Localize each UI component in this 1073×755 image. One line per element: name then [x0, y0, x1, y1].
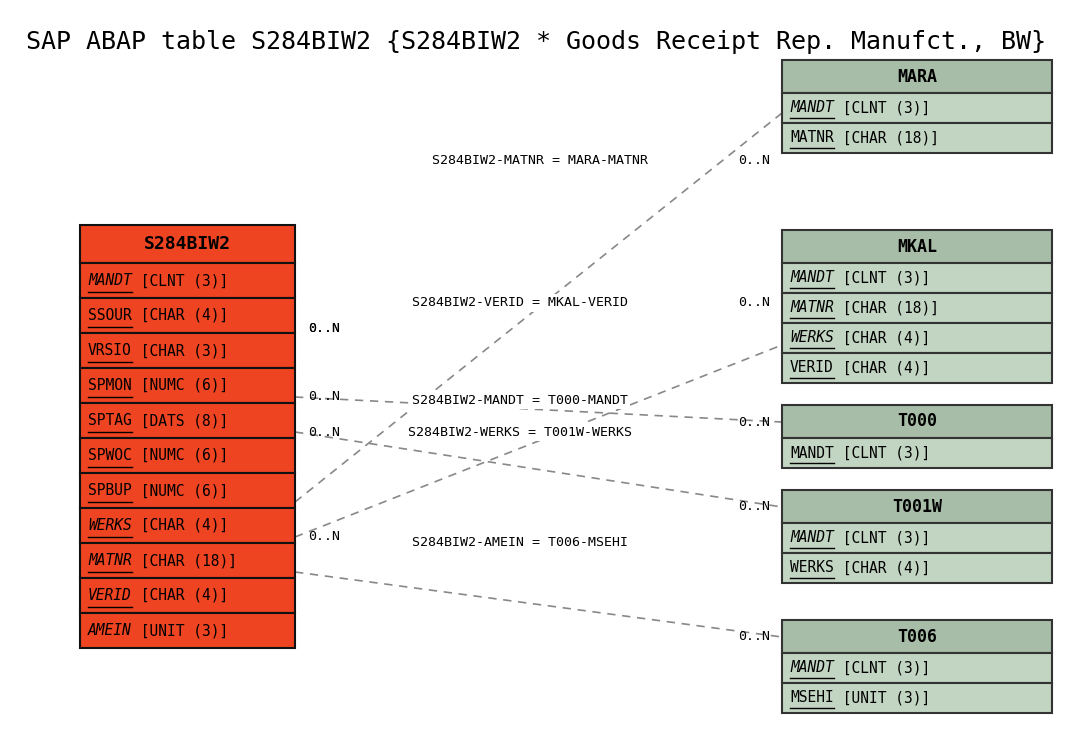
- Text: MKAL: MKAL: [897, 238, 937, 255]
- Bar: [80, 403, 295, 438]
- Text: VRSIO: VRSIO: [88, 343, 132, 358]
- Text: [UNIT (3)]: [UNIT (3)]: [132, 623, 227, 638]
- Text: T001W: T001W: [892, 498, 942, 516]
- Text: 0..N: 0..N: [738, 153, 770, 167]
- Bar: [782, 523, 1052, 553]
- Text: 0..N: 0..N: [738, 415, 770, 429]
- Text: S284BIW2-VERID = MKAL-VERID: S284BIW2-VERID = MKAL-VERID: [412, 297, 628, 310]
- Text: MANDT: MANDT: [790, 445, 834, 461]
- Bar: [782, 653, 1052, 683]
- Text: WERKS: WERKS: [790, 331, 834, 346]
- Bar: [782, 353, 1052, 383]
- Text: MSEHI: MSEHI: [790, 691, 834, 705]
- Text: MANDT: MANDT: [790, 531, 834, 546]
- Text: VERID: VERID: [88, 588, 132, 603]
- Text: MATNR: MATNR: [790, 300, 834, 316]
- Bar: [80, 298, 295, 333]
- Text: WERKS: WERKS: [790, 560, 834, 575]
- Text: MANDT: MANDT: [790, 661, 834, 676]
- Text: 0..N: 0..N: [308, 531, 340, 544]
- Text: S284BIW2-MATNR = MARA-MATNR: S284BIW2-MATNR = MARA-MATNR: [432, 153, 648, 167]
- Bar: [782, 405, 1052, 438]
- Text: 0..N: 0..N: [308, 390, 340, 403]
- Text: SPTAG: SPTAG: [88, 413, 132, 428]
- Text: SPBUP: SPBUP: [88, 483, 132, 498]
- Text: WERKS: WERKS: [88, 518, 132, 533]
- Text: [CHAR (4)]: [CHAR (4)]: [834, 331, 930, 346]
- Text: [CHAR (4)]: [CHAR (4)]: [132, 518, 227, 533]
- Text: [CLNT (3)]: [CLNT (3)]: [834, 661, 930, 676]
- Text: [NUMC (6)]: [NUMC (6)]: [132, 378, 227, 393]
- Text: [CHAR (18)]: [CHAR (18)]: [834, 300, 939, 316]
- Text: S284BIW2-MANDT = T000-MANDT: S284BIW2-MANDT = T000-MANDT: [412, 393, 628, 406]
- Bar: [80, 438, 295, 473]
- Text: SAP ABAP table S284BIW2 {S284BIW2 * Goods Receipt Rep. Manufct., BW}: SAP ABAP table S284BIW2 {S284BIW2 * Good…: [27, 30, 1046, 54]
- Bar: [782, 438, 1052, 468]
- Bar: [80, 263, 295, 298]
- Text: [CLNT (3)]: [CLNT (3)]: [834, 531, 930, 546]
- Bar: [782, 323, 1052, 353]
- Bar: [80, 613, 295, 648]
- Text: MATNR: MATNR: [790, 131, 834, 146]
- Bar: [782, 683, 1052, 713]
- Bar: [782, 553, 1052, 583]
- Text: [DATS (8)]: [DATS (8)]: [132, 413, 227, 428]
- Text: MARA: MARA: [897, 67, 937, 85]
- Text: VERID: VERID: [790, 360, 834, 375]
- Text: MANDT: MANDT: [790, 100, 834, 116]
- Text: T006: T006: [897, 627, 937, 646]
- Text: [CHAR (4)]: [CHAR (4)]: [834, 560, 930, 575]
- Text: [CHAR (3)]: [CHAR (3)]: [132, 343, 227, 358]
- Bar: [80, 225, 295, 263]
- Text: MATNR: MATNR: [88, 553, 132, 568]
- Bar: [782, 490, 1052, 523]
- Text: [CHAR (18)]: [CHAR (18)]: [834, 131, 939, 146]
- Text: [CLNT (3)]: [CLNT (3)]: [834, 270, 930, 285]
- Bar: [80, 333, 295, 368]
- Text: [CLNT (3)]: [CLNT (3)]: [132, 273, 227, 288]
- Bar: [80, 473, 295, 508]
- Bar: [80, 508, 295, 543]
- Bar: [782, 60, 1052, 93]
- Text: T000: T000: [897, 412, 937, 430]
- Bar: [80, 368, 295, 403]
- Bar: [782, 620, 1052, 653]
- Text: 0..N: 0..N: [738, 630, 770, 643]
- Bar: [782, 230, 1052, 263]
- Text: [CHAR (4)]: [CHAR (4)]: [132, 308, 227, 323]
- Text: [CLNT (3)]: [CLNT (3)]: [834, 100, 930, 116]
- Text: 0..N: 0..N: [308, 426, 340, 439]
- Bar: [782, 123, 1052, 153]
- Text: 0..N: 0..N: [308, 322, 340, 334]
- Text: 0..N: 0..N: [738, 297, 770, 310]
- Bar: [782, 93, 1052, 123]
- Text: 0..N: 0..N: [738, 501, 770, 513]
- Text: S284BIW2-WERKS = T001W-WERKS: S284BIW2-WERKS = T001W-WERKS: [408, 426, 632, 439]
- Text: SPMON: SPMON: [88, 378, 132, 393]
- Text: MANDT: MANDT: [88, 273, 132, 288]
- Text: [CHAR (18)]: [CHAR (18)]: [132, 553, 237, 568]
- Text: 0..N: 0..N: [308, 322, 340, 334]
- Text: [UNIT (3)]: [UNIT (3)]: [834, 691, 930, 705]
- Text: [NUMC (6)]: [NUMC (6)]: [132, 448, 227, 463]
- Text: [CHAR (4)]: [CHAR (4)]: [834, 360, 930, 375]
- Text: S284BIW2: S284BIW2: [144, 235, 231, 253]
- Bar: [782, 263, 1052, 293]
- Text: [NUMC (6)]: [NUMC (6)]: [132, 483, 227, 498]
- Text: SPWOC: SPWOC: [88, 448, 132, 463]
- Text: AMEIN: AMEIN: [88, 623, 132, 638]
- Text: S284BIW2-AMEIN = T006-MSEHI: S284BIW2-AMEIN = T006-MSEHI: [412, 537, 628, 550]
- Text: [CHAR (4)]: [CHAR (4)]: [132, 588, 227, 603]
- Bar: [80, 543, 295, 578]
- Bar: [782, 293, 1052, 323]
- Bar: [80, 578, 295, 613]
- Text: MANDT: MANDT: [790, 270, 834, 285]
- Text: [CLNT (3)]: [CLNT (3)]: [834, 445, 930, 461]
- Text: SSOUR: SSOUR: [88, 308, 132, 323]
